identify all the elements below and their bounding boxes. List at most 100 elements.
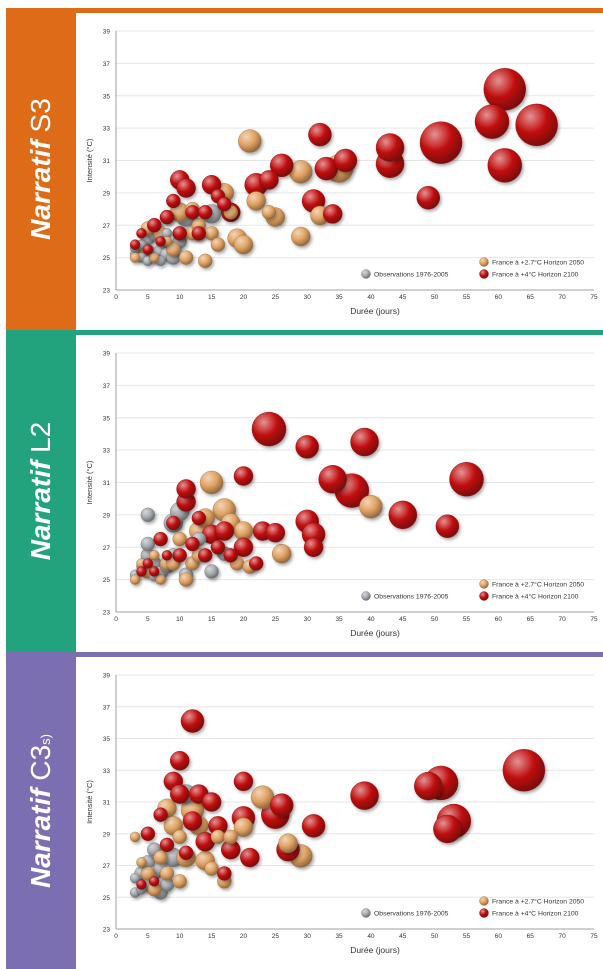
- bubble-point[interactable]: [170, 784, 190, 804]
- bubble-point[interactable]: [166, 515, 181, 531]
- bubble-point[interactable]: [159, 866, 175, 881]
- bubble-point[interactable]: [172, 874, 187, 889]
- bubble-point[interactable]: [185, 536, 200, 552]
- bubble-point[interactable]: [240, 847, 260, 868]
- bubble-point[interactable]: [140, 826, 156, 841]
- bubble-point[interactable]: [204, 861, 219, 876]
- bubble-point[interactable]: [233, 466, 254, 486]
- bubble-point[interactable]: [198, 205, 213, 220]
- bubble-point[interactable]: [182, 811, 203, 831]
- bubble-point[interactable]: [270, 153, 294, 178]
- bubble-point[interactable]: [233, 771, 254, 792]
- bubble-point[interactable]: [199, 470, 224, 495]
- bubble-point[interactable]: [483, 68, 526, 111]
- bubble-point[interactable]: [261, 205, 277, 220]
- bubble-point[interactable]: [515, 103, 558, 147]
- bubble-point[interactable]: [198, 548, 213, 563]
- bubble-point[interactable]: [129, 831, 141, 843]
- bubble-point[interactable]: [136, 879, 147, 890]
- bubble-point[interactable]: [136, 857, 147, 868]
- bubble-point[interactable]: [159, 837, 175, 853]
- bubble-point[interactable]: [176, 479, 196, 499]
- bubble-point[interactable]: [140, 507, 156, 523]
- bubble-point[interactable]: [178, 250, 194, 265]
- bubble-point[interactable]: [129, 574, 141, 585]
- bubble-point[interactable]: [149, 876, 160, 887]
- bubble-point[interactable]: [416, 186, 440, 210]
- bubble-point[interactable]: [155, 574, 166, 585]
- bubble-point[interactable]: [359, 495, 383, 519]
- bubble-point[interactable]: [272, 544, 292, 564]
- bubble-point[interactable]: [149, 252, 160, 263]
- bubble-point[interactable]: [333, 148, 358, 173]
- bubble-point[interactable]: [270, 793, 294, 817]
- bubble-point[interactable]: [136, 566, 147, 577]
- bubble-point[interactable]: [265, 522, 286, 543]
- bubble-point[interactable]: [435, 514, 460, 538]
- bubble-point[interactable]: [149, 566, 160, 577]
- bubble-point[interactable]: [172, 226, 187, 241]
- bubble-point[interactable]: [414, 771, 443, 801]
- bubble-point[interactable]: [129, 252, 141, 263]
- bubble-point[interactable]: [166, 242, 181, 257]
- bubble-point[interactable]: [129, 872, 141, 884]
- bubble-point[interactable]: [166, 193, 181, 209]
- bubble-point[interactable]: [487, 148, 522, 183]
- bubble-point[interactable]: [238, 129, 262, 153]
- bubble-point[interactable]: [155, 236, 166, 247]
- bubble-point[interactable]: [204, 564, 219, 579]
- bubble-point[interactable]: [318, 465, 347, 494]
- bubble-point[interactable]: [433, 814, 462, 844]
- bubble-point[interactable]: [322, 204, 343, 224]
- bubble-point[interactable]: [153, 850, 168, 865]
- bubble-point[interactable]: [474, 104, 510, 139]
- bubble-point[interactable]: [502, 749, 546, 792]
- bubble-point[interactable]: [233, 234, 254, 255]
- bubble-point[interactable]: [142, 244, 154, 255]
- bubble-point[interactable]: [129, 239, 141, 250]
- bubble-point[interactable]: [191, 226, 207, 241]
- bubble-point[interactable]: [198, 253, 213, 269]
- bubble-point[interactable]: [172, 829, 187, 845]
- bubble-point[interactable]: [176, 178, 196, 198]
- bubble-point[interactable]: [210, 829, 226, 845]
- bubble-point[interactable]: [214, 521, 235, 541]
- bubble-point[interactable]: [170, 751, 190, 771]
- bubble-point[interactable]: [161, 550, 173, 561]
- bubble-point[interactable]: [291, 226, 311, 247]
- bubble-point[interactable]: [449, 462, 484, 497]
- bubble-point[interactable]: [278, 833, 298, 853]
- bubble-point[interactable]: [217, 197, 232, 212]
- bubble-point[interactable]: [147, 218, 162, 233]
- bubble-point[interactable]: [308, 122, 332, 147]
- bubble-point[interactable]: [217, 866, 232, 881]
- bubble-point[interactable]: [223, 829, 238, 845]
- bubble-point[interactable]: [142, 558, 154, 569]
- bubble-point[interactable]: [350, 427, 379, 457]
- bubble-point[interactable]: [350, 781, 379, 810]
- bubble-point[interactable]: [178, 572, 194, 587]
- bubble-point[interactable]: [388, 500, 417, 530]
- bubble-point[interactable]: [210, 540, 226, 555]
- bubble-point[interactable]: [180, 709, 205, 733]
- bubble-point[interactable]: [233, 537, 254, 557]
- bubble-point[interactable]: [172, 548, 187, 563]
- bubble-point[interactable]: [201, 792, 222, 812]
- bubble-point[interactable]: [153, 531, 168, 547]
- bubble-point[interactable]: [251, 411, 287, 447]
- bubble-point[interactable]: [136, 228, 147, 239]
- bubble-point[interactable]: [153, 807, 168, 822]
- bubble-point[interactable]: [191, 510, 207, 526]
- bubble-point[interactable]: [419, 121, 463, 164]
- bubble-point[interactable]: [185, 205, 200, 220]
- bubble-point[interactable]: [223, 548, 238, 563]
- bubble-point[interactable]: [210, 237, 226, 252]
- bubble-point[interactable]: [259, 170, 279, 190]
- bubble-point[interactable]: [172, 531, 187, 547]
- bubble-point[interactable]: [140, 866, 156, 881]
- bubble-point[interactable]: [375, 133, 405, 162]
- bubble-point[interactable]: [303, 537, 324, 557]
- bubble-point[interactable]: [140, 536, 156, 552]
- bubble-point[interactable]: [149, 550, 160, 561]
- bubble-point[interactable]: [178, 845, 194, 861]
